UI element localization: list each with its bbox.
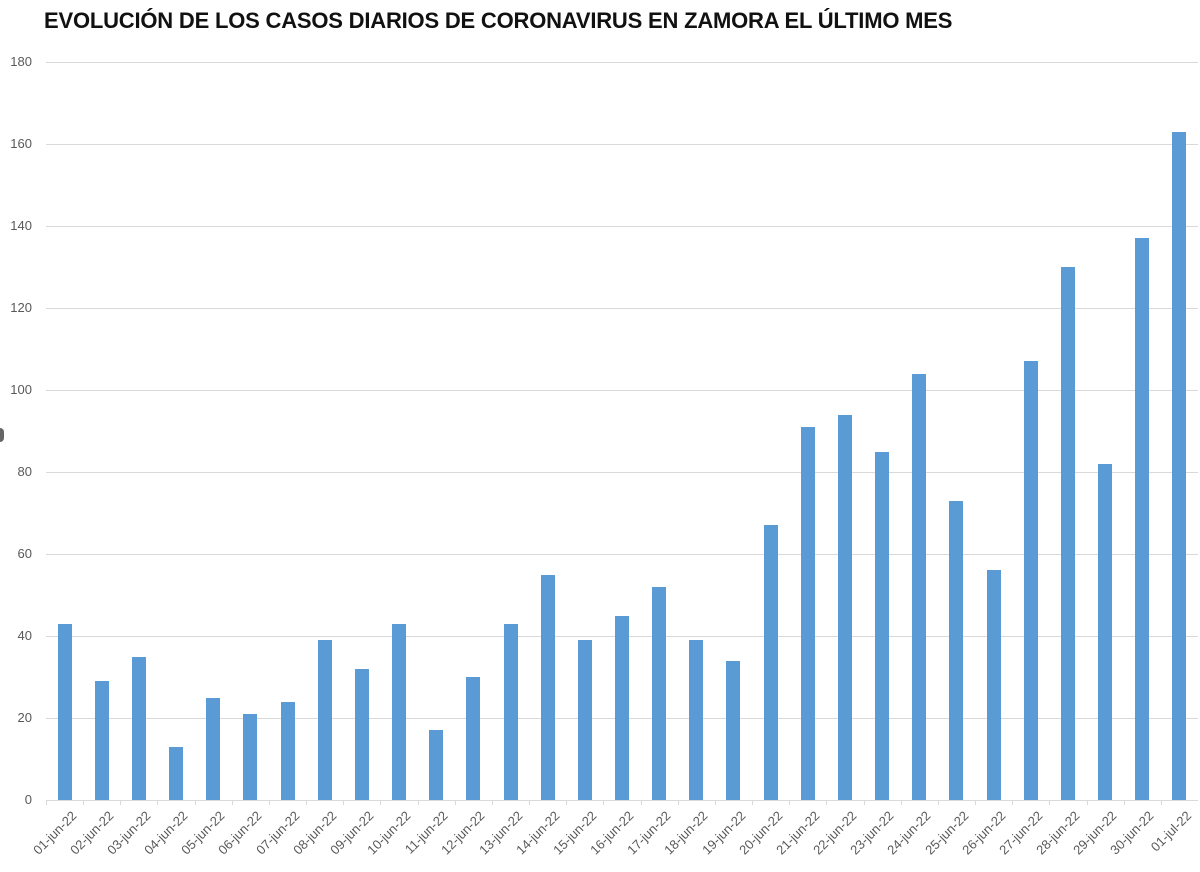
x-tick-mark <box>454 800 456 805</box>
gridline <box>46 308 1198 309</box>
bar <box>169 746 184 800</box>
x-tick-mark <box>417 800 419 805</box>
x-tick-mark <box>46 800 47 805</box>
y-tick-label: 120 <box>10 300 32 315</box>
bar <box>206 697 221 800</box>
gridline <box>46 226 1198 227</box>
x-tick-mark <box>343 800 345 805</box>
x-tick-mark <box>268 800 270 805</box>
edge-fragment <box>0 428 4 442</box>
x-tick-mark <box>714 800 716 805</box>
bar <box>354 668 369 800</box>
x-tick-mark <box>863 800 865 805</box>
x-tick-mark <box>83 800 85 805</box>
bar <box>94 681 109 800</box>
bar <box>875 451 890 800</box>
y-tick-label: 180 <box>10 54 32 69</box>
x-tick-mark <box>603 800 605 805</box>
bar <box>652 586 667 800</box>
y-tick-label: 100 <box>10 382 32 397</box>
x-tick-mark <box>1012 800 1014 805</box>
x-tick-mark <box>306 800 308 805</box>
x-tick-mark <box>380 800 382 805</box>
y-tick-label: 40 <box>17 628 32 643</box>
bar <box>615 615 629 800</box>
bar <box>949 500 964 800</box>
gridline <box>46 390 1198 391</box>
bar <box>317 640 332 800</box>
bar <box>392 623 407 800</box>
bar <box>540 574 555 800</box>
x-tick-mark <box>937 800 939 805</box>
bar <box>986 570 1001 800</box>
x-tick-mark <box>194 800 196 805</box>
x-tick-label: 01-jul-22 <box>1147 808 1195 855</box>
x-tick-mark <box>1123 800 1125 805</box>
bar <box>243 713 258 800</box>
y-tick-label: 160 <box>10 136 32 151</box>
x-tick-mark <box>231 800 233 805</box>
bar <box>429 730 444 800</box>
bar <box>689 640 704 800</box>
bar <box>131 656 146 800</box>
bar <box>763 525 778 800</box>
plot-area <box>46 62 1198 801</box>
y-tick-label: 80 <box>17 464 32 479</box>
y-tick-label: 60 <box>17 546 32 561</box>
chart-title: EVOLUCIÓN DE LOS CASOS DIARIOS DE CORONA… <box>44 8 953 33</box>
bar <box>577 640 592 800</box>
x-tick-mark <box>975 800 977 805</box>
gridline <box>46 62 1198 63</box>
y-tick-label: 140 <box>10 218 32 233</box>
x-tick-mark <box>826 800 828 805</box>
x-tick-mark <box>1160 800 1162 805</box>
gridline <box>46 144 1198 145</box>
gridline <box>46 800 1198 801</box>
bar <box>503 623 518 800</box>
x-tick-mark <box>640 800 642 805</box>
bar <box>726 660 741 800</box>
x-tick-mark <box>677 800 679 805</box>
bar <box>1023 361 1038 800</box>
bar <box>1098 463 1113 800</box>
x-tick-mark <box>157 800 159 805</box>
x-tick-mark <box>491 800 493 805</box>
x-tick-mark <box>752 800 754 805</box>
bar <box>800 426 815 800</box>
bar <box>466 677 481 800</box>
bar <box>912 373 927 800</box>
bar <box>1172 131 1187 800</box>
gridline <box>46 472 1198 473</box>
bar <box>1060 267 1075 800</box>
y-tick-label: 0 <box>24 792 32 807</box>
x-tick-mark <box>120 800 122 805</box>
x-tick-mark <box>566 800 568 805</box>
x-tick-mark <box>789 800 791 805</box>
bar <box>57 623 72 800</box>
x-tick-mark <box>529 800 531 805</box>
x-tick-mark <box>1086 800 1088 805</box>
y-tick-label: 20 <box>17 710 32 725</box>
x-tick-mark <box>1049 800 1051 805</box>
x-tick-mark <box>900 800 902 805</box>
gridline <box>46 554 1198 555</box>
bar <box>837 414 852 800</box>
bar <box>1135 238 1150 800</box>
bar <box>280 701 295 800</box>
